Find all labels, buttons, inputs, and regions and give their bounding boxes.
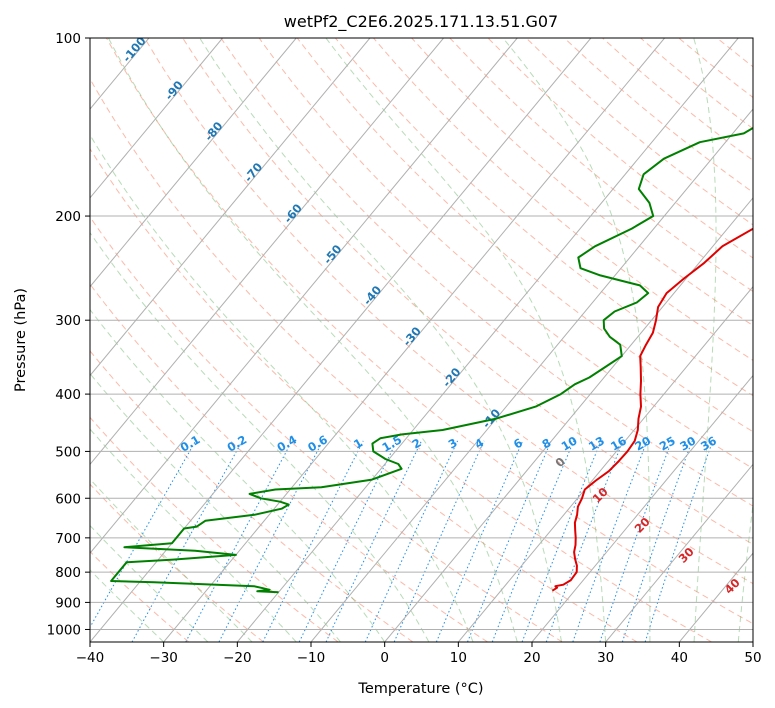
moist-adiabat-line xyxy=(325,38,607,642)
profile-lines xyxy=(110,126,753,594)
x-tick-label: 40 xyxy=(671,650,688,666)
mixing-ratio-label: 20 xyxy=(632,433,653,453)
dewpoint-line xyxy=(110,126,753,594)
x-tick-label: −30 xyxy=(149,650,178,666)
x-tick-label: 50 xyxy=(744,650,761,666)
mixing-ratio-line xyxy=(599,440,673,642)
isotherm-line xyxy=(90,38,223,199)
moist-adiabat-line xyxy=(90,569,165,642)
isotherm-line xyxy=(90,38,297,288)
mixing-ratio-line xyxy=(131,440,243,642)
mixing-ratio-label: 13 xyxy=(586,433,607,453)
moist-adiabat-line xyxy=(199,38,562,642)
isotherm-line xyxy=(384,197,753,642)
mixing-ratio-line xyxy=(262,440,364,642)
mixing-ratio-line xyxy=(393,440,485,642)
y-tick-label: 700 xyxy=(55,531,81,547)
y-axis-title: Pressure (hPa) xyxy=(13,288,29,392)
dry-adiabat-line xyxy=(90,350,414,642)
x-tick-label: 20 xyxy=(523,650,540,666)
moist-adiabat-line xyxy=(502,38,651,642)
y-tick-label: 300 xyxy=(55,313,81,329)
dry-adiabat-line xyxy=(335,38,753,397)
y-tick-label: 100 xyxy=(55,31,81,47)
isotherm-line xyxy=(457,285,753,642)
mixing-ratio-label: 10 xyxy=(559,433,580,453)
isotherm-line xyxy=(531,374,753,642)
y-tick-label: 900 xyxy=(55,595,81,611)
x-tick-label: −10 xyxy=(297,650,326,666)
dry-adiabat-line xyxy=(90,550,190,642)
dry-adiabat-line xyxy=(411,38,753,327)
mixing-ratio-label: 36 xyxy=(698,433,719,453)
dry-adiabat-line xyxy=(373,38,753,361)
mixing-ratio-line xyxy=(364,440,459,642)
temperature-line xyxy=(551,227,753,592)
dry-adiabat-line xyxy=(90,483,264,642)
mixing-ratio-lines xyxy=(90,440,714,642)
isotherm-line xyxy=(310,108,753,642)
y-tick-label: 500 xyxy=(55,444,81,460)
moist-adiabat-line xyxy=(90,308,386,642)
moist-adiabat-line xyxy=(737,500,753,642)
isotherm-line xyxy=(163,38,665,642)
dry-adiabats xyxy=(90,38,753,642)
plot-frame xyxy=(89,37,754,643)
moist-adiabat-line xyxy=(90,524,209,642)
mixing-ratio-label: 16 xyxy=(608,433,629,453)
chart-title: wetPf2_C2E6.2025.171.13.51.G07 xyxy=(284,12,558,32)
x-tick-label: −40 xyxy=(76,650,105,666)
dry-adiabat-line xyxy=(90,283,488,642)
mixing-ratio-line xyxy=(572,440,648,642)
x-tick-label: −20 xyxy=(223,650,252,666)
isotherm-line xyxy=(90,38,444,466)
mixing-ratio-line xyxy=(435,440,524,642)
x-tick-label: 0 xyxy=(380,650,389,666)
pressure-gridlines xyxy=(90,38,753,630)
mixing-ratio-line xyxy=(545,440,624,642)
isotherm-line xyxy=(605,463,753,642)
y-tick-label: 400 xyxy=(55,387,81,403)
mixing-ratio-label: 30 xyxy=(677,433,698,453)
y-tick-label: 1000 xyxy=(47,622,81,638)
mixing-ratio-line xyxy=(90,440,197,629)
x-tick-label: 30 xyxy=(597,650,614,666)
x-axis-title: Temperature (°C) xyxy=(357,681,483,697)
moist-adiabat-line xyxy=(107,38,518,642)
isotherm-line xyxy=(90,38,518,554)
isotherm-line xyxy=(236,38,739,642)
y-tick-label: 600 xyxy=(55,491,81,507)
x-tick-label: 10 xyxy=(450,650,467,666)
mixing-ratio-line xyxy=(644,440,714,642)
dry-adiabat-line xyxy=(90,77,712,642)
moist-adiabat-line xyxy=(90,133,474,642)
axes: −40 −30 −20 −10 0 10 20 30 40 50 100 200 300 400 500 60… xyxy=(47,31,762,666)
isotherm-line xyxy=(90,38,371,377)
dry-adiabat-line xyxy=(90,147,638,642)
y-tick-label: 800 xyxy=(55,565,81,581)
y-tick-label: 200 xyxy=(55,209,81,225)
moist-adiabat-line xyxy=(90,372,341,642)
mixing-ratio-label: 25 xyxy=(657,433,678,453)
moist-adiabat-line xyxy=(693,38,717,642)
dry-adiabat-line xyxy=(296,38,753,433)
